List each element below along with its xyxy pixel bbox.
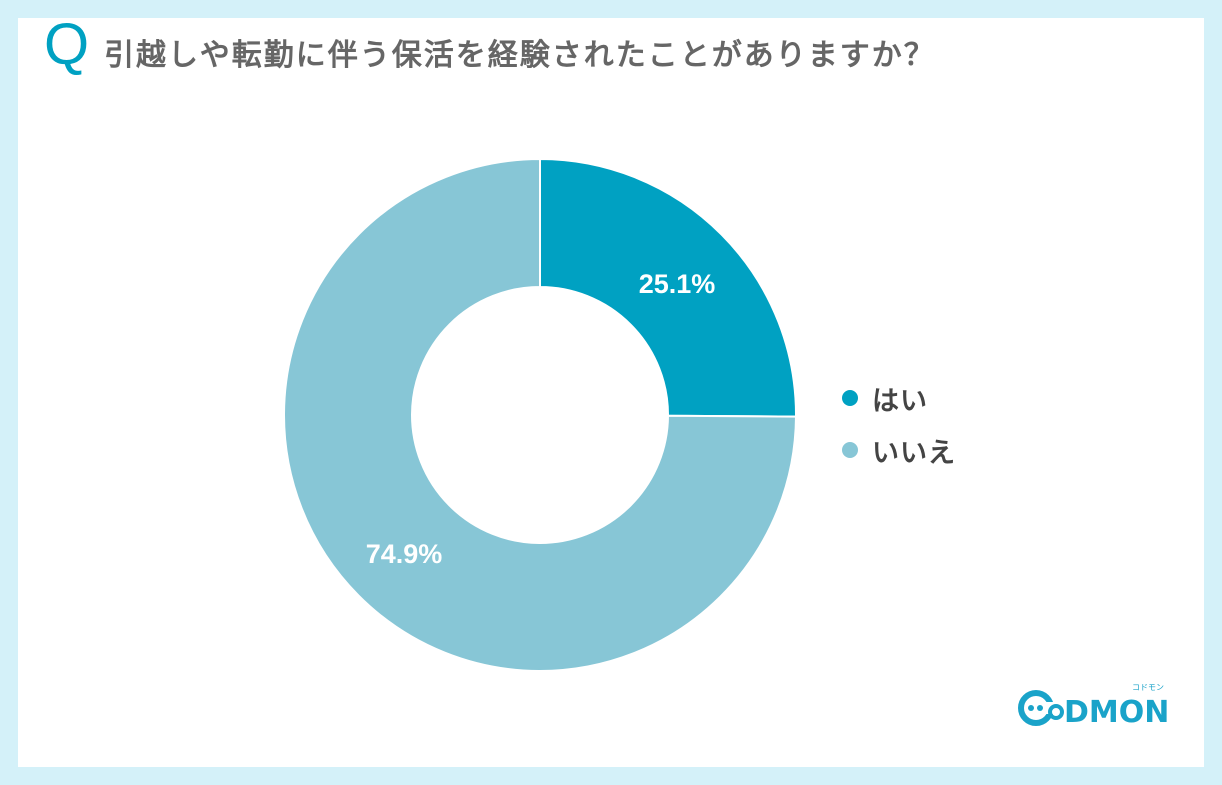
legend-item-yes: はい (842, 372, 956, 424)
slice-label-yes: 25.1% (639, 269, 716, 299)
legend-label-yes: はい (872, 385, 928, 417)
chart-title: 引越しや転勤に伴う保活を経験されたことがありますか？ (104, 38, 936, 73)
logo-ruby: コドモン (1132, 683, 1164, 692)
codmon-logo: DMON コドモン (1018, 683, 1169, 728)
legend-label-no: いいえ (872, 437, 956, 469)
legend-dot-icon (842, 442, 858, 458)
legend-item-no: いいえ (842, 424, 956, 476)
slice-label-no: 74.9% (366, 539, 443, 569)
legend-dot-icon (842, 390, 858, 406)
logo-text: DMON (1064, 695, 1169, 728)
donut-slices (283, 157, 798, 672)
donut-slice-1 (283, 157, 798, 672)
chart-legend: はい いいえ (842, 372, 956, 476)
donut-slice-0 (539, 157, 797, 418)
question-mark-icon: Q (44, 12, 90, 77)
